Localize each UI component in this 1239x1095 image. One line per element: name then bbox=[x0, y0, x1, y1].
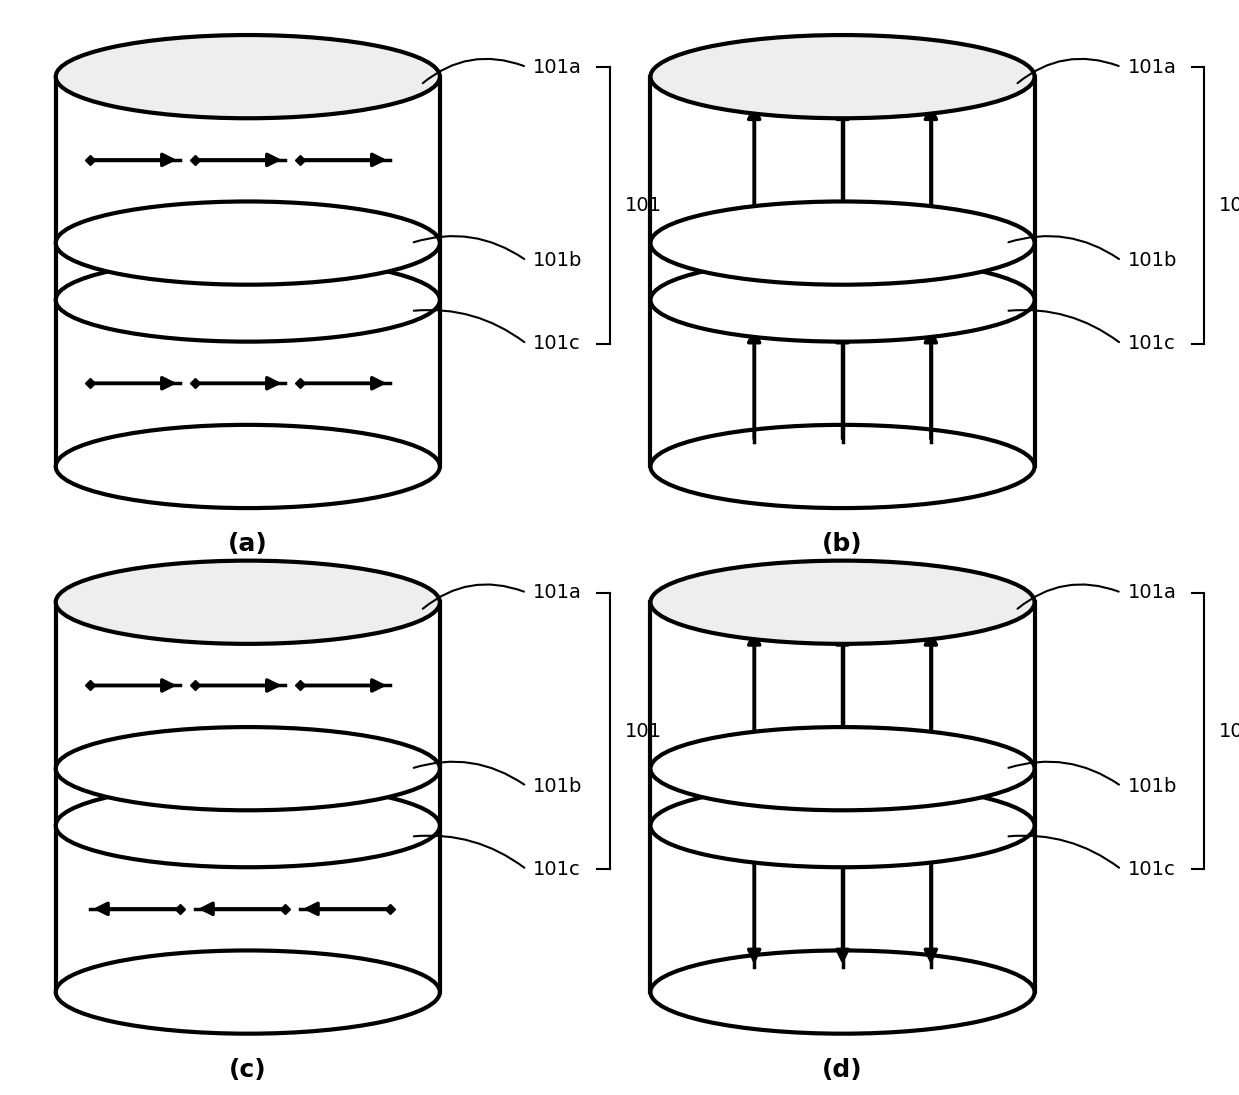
Ellipse shape bbox=[56, 561, 440, 644]
Ellipse shape bbox=[56, 784, 440, 867]
Text: 101b: 101b bbox=[533, 251, 582, 270]
Text: 101c: 101c bbox=[1127, 334, 1176, 354]
Text: 101a: 101a bbox=[533, 58, 581, 77]
Ellipse shape bbox=[650, 784, 1035, 867]
Polygon shape bbox=[650, 602, 1035, 992]
Text: (b): (b) bbox=[823, 532, 862, 556]
Text: 101c: 101c bbox=[533, 334, 581, 354]
Text: (d): (d) bbox=[823, 1058, 862, 1082]
Text: 101a: 101a bbox=[1127, 58, 1176, 77]
Text: 101c: 101c bbox=[533, 860, 581, 879]
Polygon shape bbox=[56, 77, 440, 466]
Text: 101: 101 bbox=[1219, 722, 1239, 740]
Text: 101c: 101c bbox=[1127, 860, 1176, 879]
Ellipse shape bbox=[650, 35, 1035, 118]
Ellipse shape bbox=[56, 201, 440, 285]
Ellipse shape bbox=[56, 35, 440, 118]
Text: (c): (c) bbox=[229, 1058, 266, 1082]
Ellipse shape bbox=[56, 258, 440, 342]
Text: (a): (a) bbox=[228, 532, 268, 556]
Text: 101: 101 bbox=[624, 196, 662, 215]
Text: 101a: 101a bbox=[1127, 584, 1176, 602]
Text: 101: 101 bbox=[624, 722, 662, 740]
Ellipse shape bbox=[56, 727, 440, 810]
Text: 101b: 101b bbox=[533, 776, 582, 796]
Ellipse shape bbox=[56, 950, 440, 1034]
Ellipse shape bbox=[650, 425, 1035, 508]
Text: 101a: 101a bbox=[533, 584, 581, 602]
Text: 101b: 101b bbox=[1127, 776, 1177, 796]
Polygon shape bbox=[650, 77, 1035, 466]
Polygon shape bbox=[56, 602, 440, 992]
Ellipse shape bbox=[650, 950, 1035, 1034]
Text: 101: 101 bbox=[1219, 196, 1239, 215]
Ellipse shape bbox=[650, 201, 1035, 285]
Ellipse shape bbox=[56, 425, 440, 508]
Ellipse shape bbox=[650, 561, 1035, 644]
Ellipse shape bbox=[650, 727, 1035, 810]
Ellipse shape bbox=[650, 258, 1035, 342]
Text: 101b: 101b bbox=[1127, 251, 1177, 270]
